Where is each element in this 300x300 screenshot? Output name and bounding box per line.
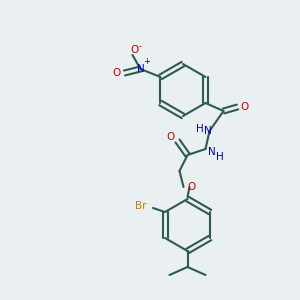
Text: Br: Br [135,201,147,211]
Text: N: N [136,64,144,74]
Text: O: O [130,45,139,55]
Text: -: - [139,43,142,52]
Text: O: O [188,182,196,192]
Text: +: + [143,56,150,65]
Text: H: H [216,152,224,162]
Text: O: O [112,68,121,78]
Text: N: N [204,126,212,136]
Text: H: H [196,124,203,134]
Text: O: O [240,102,249,112]
Text: N: N [208,147,215,157]
Text: O: O [167,132,175,142]
